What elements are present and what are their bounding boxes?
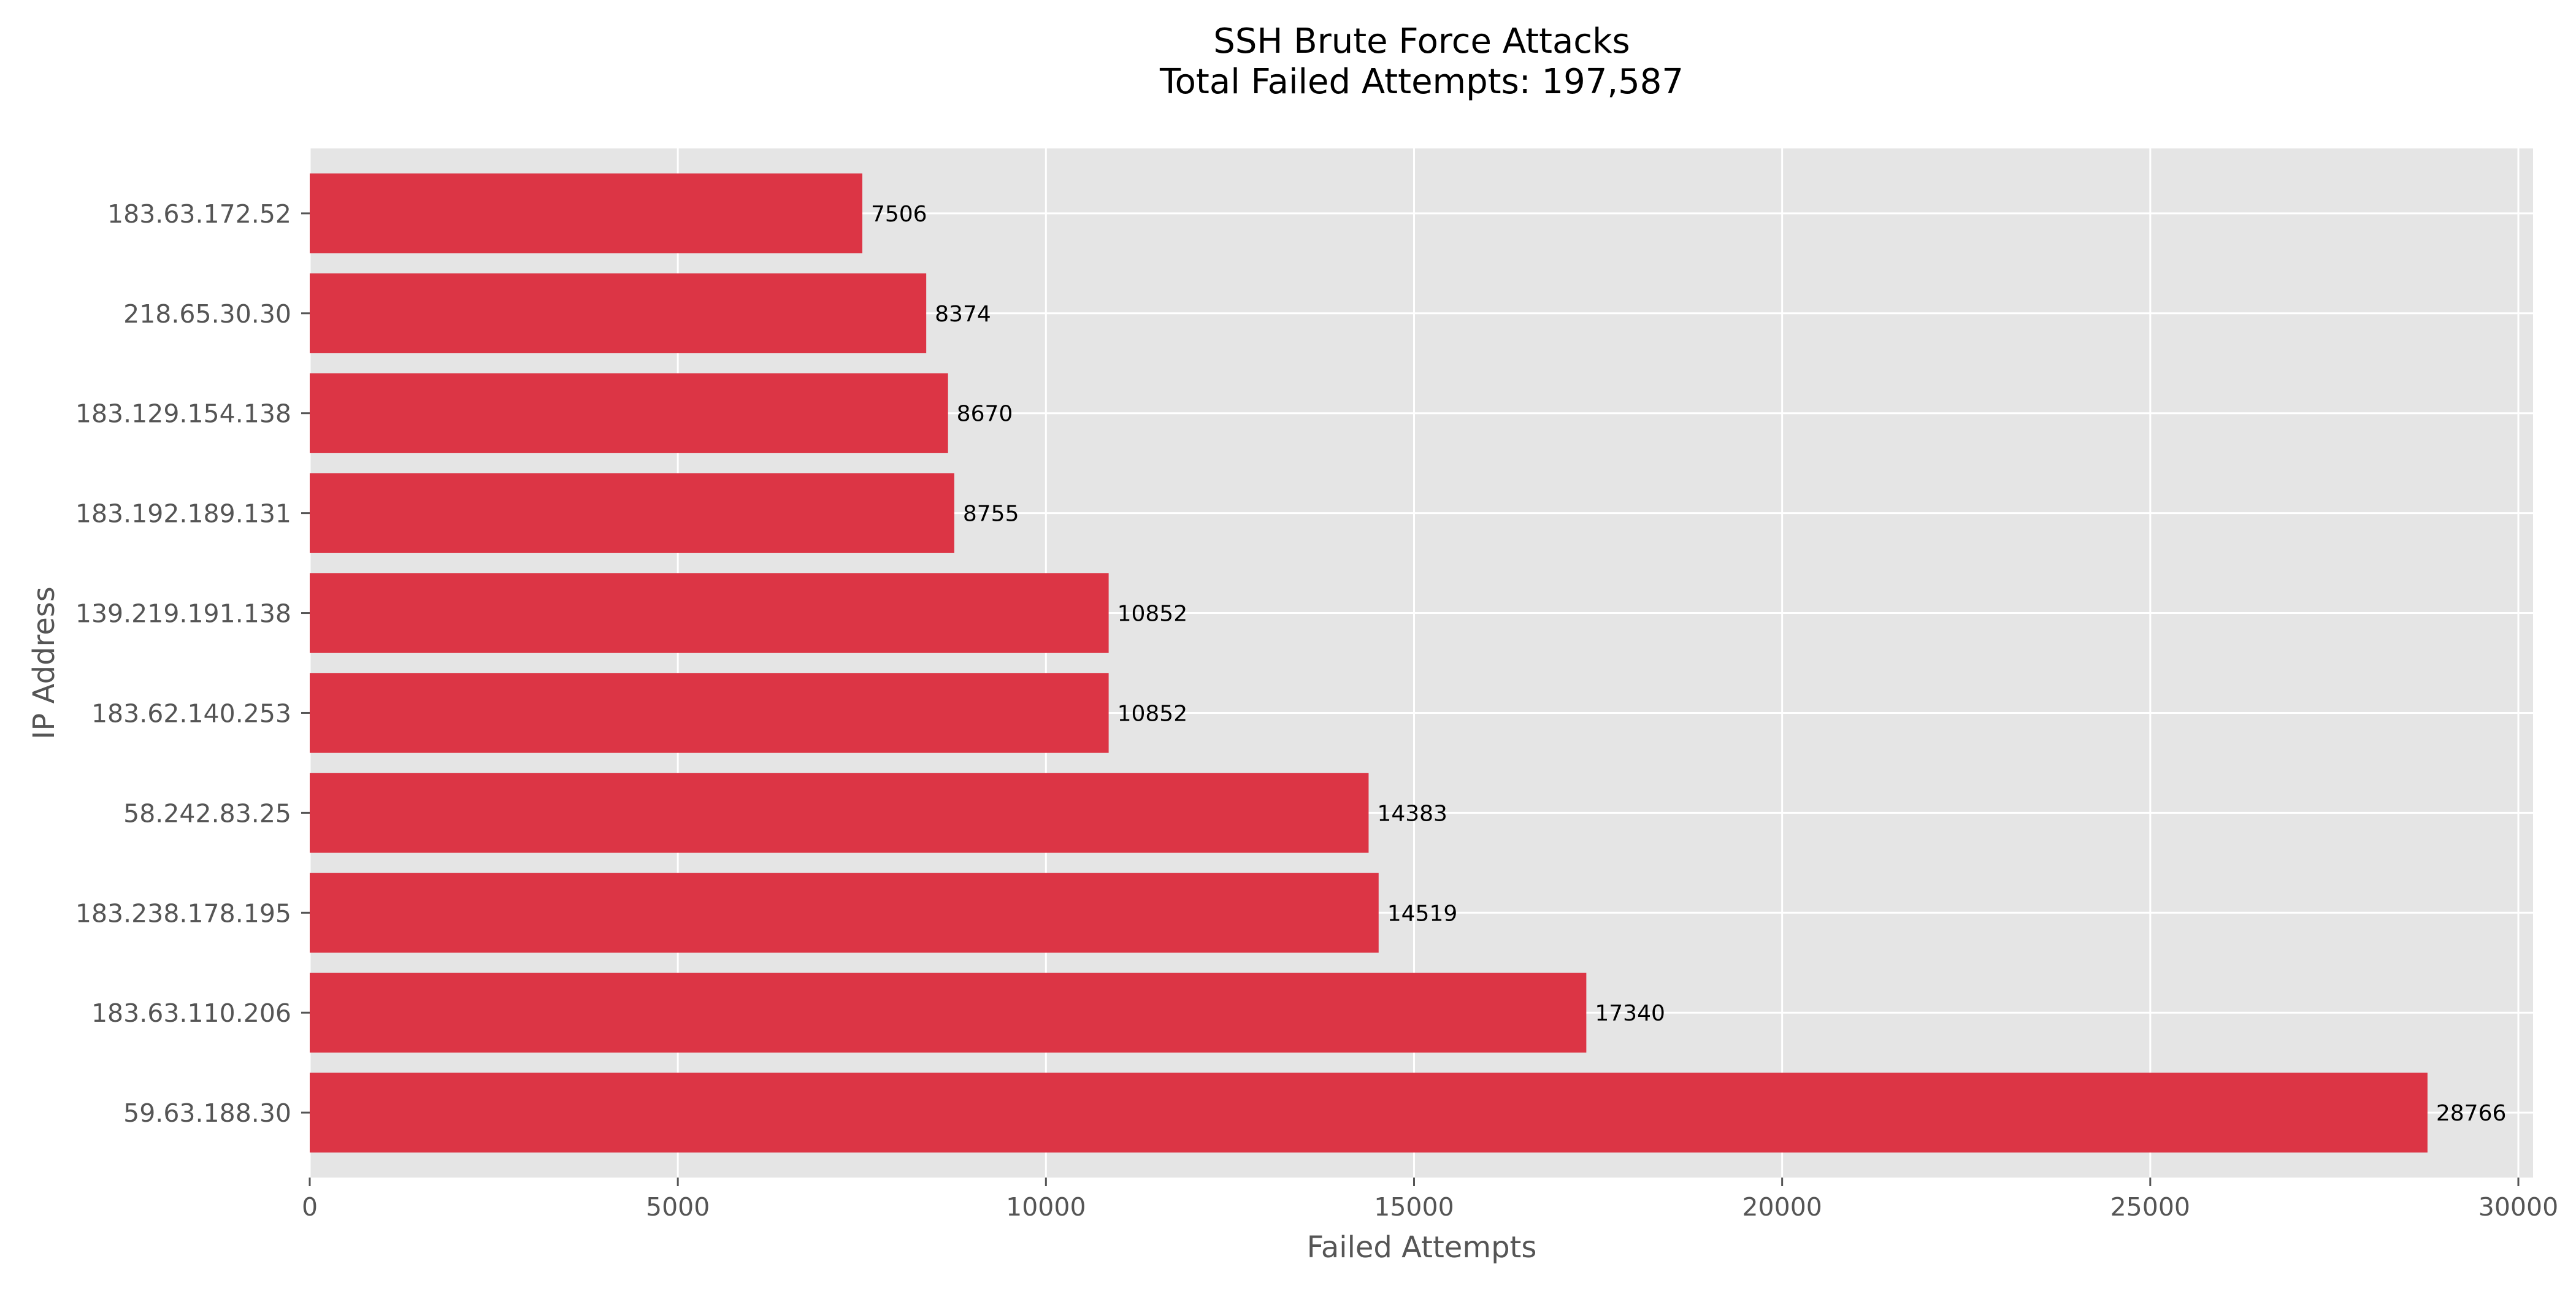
data-labels: 7506 8374 8670 8755 10852 10852 14383 14519 1734… [871,202,2506,1126]
bar-value-label: 10852 [1117,701,1188,726]
bars [310,173,2428,1153]
bar [310,573,1109,653]
x-tick-label: 5000 [646,1192,710,1222]
bar-value-label: 14519 [1387,901,1458,926]
x-axis: 0 5000 10000 15000 20000 25000 30000 [302,1178,2558,1222]
bar-value-label: 8755 [963,502,1019,527]
bar [310,273,927,353]
bar-value-label: 28766 [2436,1101,2507,1126]
x-tick-label: 25000 [2110,1192,2190,1222]
bar-value-label: 14383 [1377,801,1447,826]
x-tick-label: 15000 [1374,1192,1454,1222]
bar-value-label: 8670 [957,402,1013,427]
bar [310,473,954,553]
x-axis-label: Failed Attempts [1307,1230,1537,1265]
bar [310,973,1587,1053]
bar [310,773,1369,853]
x-tick-label: 10000 [1006,1192,1086,1222]
x-tick-label: 0 [302,1192,318,1222]
y-axis: 183.63.172.52 218.65.30.30 183.129.154.138… [75,199,310,1128]
bar-value-label: 10852 [1117,602,1188,627]
y-tick-label: 59.63.188.30 [123,1098,291,1128]
bar [310,1072,2428,1153]
x-tick-label: 20000 [1742,1192,1822,1222]
y-tick-label: 183.192.189.131 [75,499,291,529]
bar [310,673,1109,753]
y-tick-label: 58.242.83.25 [123,799,291,828]
y-tick-label: 218.65.30.30 [123,299,291,329]
y-tick-label: 183.129.154.138 [75,399,291,429]
bar-value-label: 8374 [935,302,991,327]
bar-value-label: 7506 [871,202,927,227]
y-tick-label: 183.63.172.52 [107,199,291,229]
bar-value-label: 17340 [1595,1001,1665,1026]
y-tick-label: 183.238.178.195 [75,898,291,928]
y-tick-label: 183.62.140.253 [91,699,291,728]
chart-subtitle: Total Failed Attempts: 197,587 [1159,62,1684,102]
bar [310,173,862,254]
y-tick-label: 183.63.110.206 [91,998,291,1028]
chart-title: SSH Brute Force Attacks [1213,21,1630,61]
x-tick-label: 30000 [2478,1192,2558,1222]
y-tick-label: 139.219.191.138 [75,599,291,629]
bar [310,873,1379,953]
y-axis-label: IP Address [27,586,61,740]
bar [310,373,948,453]
